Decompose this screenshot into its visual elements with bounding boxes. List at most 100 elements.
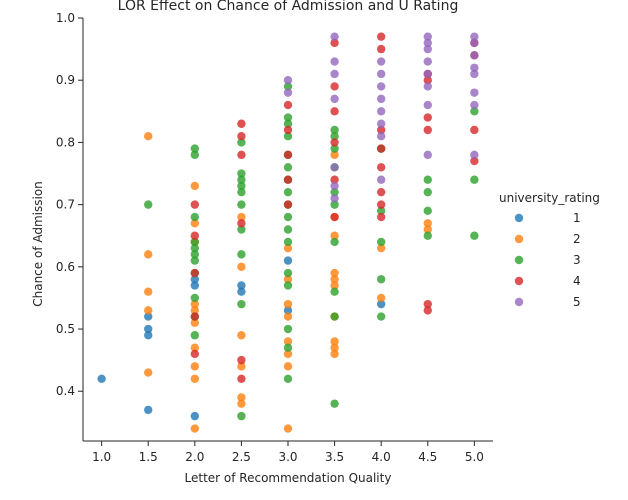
data-point: [330, 237, 339, 247]
data-point: [237, 250, 246, 259]
data-point: [330, 194, 339, 203]
data-point: [283, 175, 293, 184]
y-axis-label: Chance of Admission: [31, 181, 45, 307]
data-point: [283, 324, 293, 334]
data-point: [190, 268, 200, 278]
data-point: [330, 82, 339, 91]
data-point: [330, 94, 339, 104]
data-point: [330, 212, 339, 222]
data-point: [237, 355, 246, 365]
data-point: [330, 144, 339, 153]
data-point: [237, 169, 246, 178]
data-point: [330, 200, 339, 209]
data-point: [330, 107, 339, 116]
data-point: [283, 424, 293, 433]
data-point: [423, 225, 432, 234]
data-point: [190, 374, 200, 383]
data-point: [190, 144, 200, 153]
data-point: [423, 219, 432, 228]
data-point: [376, 94, 386, 104]
x-tick-label: 2.0: [185, 450, 204, 464]
data-point: [237, 225, 246, 234]
data-point: [330, 349, 339, 359]
data-point: [190, 250, 200, 259]
data-point: [283, 299, 293, 309]
data-point: [376, 131, 386, 141]
data-point: [190, 411, 200, 421]
data-point: [283, 187, 293, 197]
data-point: [423, 76, 432, 85]
data-point: [423, 32, 432, 41]
data-point: [190, 318, 200, 328]
data-point: [423, 187, 432, 197]
data-point: [237, 181, 246, 191]
data-point: [237, 200, 246, 209]
data-point: [283, 150, 293, 160]
data-point: [190, 150, 200, 160]
data-point: [237, 138, 246, 147]
legend-title: university_rating: [499, 191, 600, 205]
data-point: [330, 175, 339, 184]
x-tick-label: 5.0: [465, 450, 484, 464]
data-point: [283, 119, 293, 128]
data-point: [376, 107, 386, 116]
data-point: [330, 150, 339, 160]
series-5: [283, 32, 479, 203]
data-point: [283, 200, 293, 209]
legend-label: 4: [573, 274, 581, 288]
data-point: [376, 293, 386, 303]
data-point: [190, 256, 200, 265]
data-point: [376, 275, 386, 284]
data-point: [330, 163, 339, 172]
data-point: [376, 243, 386, 253]
legend-label: 2: [573, 232, 581, 246]
y-tick-label: 0.7: [56, 198, 75, 212]
data-point: [237, 219, 246, 228]
data-point: [376, 312, 386, 321]
data-point: [283, 349, 293, 359]
data-point: [330, 138, 339, 147]
data-point: [330, 187, 339, 197]
data-point: [283, 275, 293, 284]
data-point: [470, 125, 479, 135]
data-point: [283, 131, 293, 141]
data-point: [283, 312, 293, 321]
data-point: [144, 287, 153, 296]
y-tick-label: 0.6: [56, 260, 75, 274]
data-point: [470, 150, 479, 160]
data-point: [237, 287, 246, 296]
data-point: [376, 125, 386, 135]
data-point: [237, 262, 246, 272]
y-tick-label: 1.0: [56, 11, 75, 25]
data-point: [97, 374, 106, 383]
data-point: [283, 374, 293, 383]
data-point: [237, 374, 246, 383]
data-point: [423, 206, 432, 216]
data-point: [470, 51, 479, 60]
data-point: [190, 293, 200, 303]
data-point: [423, 125, 432, 135]
data-point: [144, 200, 153, 209]
data-point: [283, 362, 293, 371]
data-point: [283, 337, 293, 346]
data-point: [237, 299, 246, 309]
data-point: [330, 181, 339, 191]
data-point: [423, 150, 432, 160]
legend-label: 5: [573, 295, 581, 309]
data-point: [470, 100, 479, 110]
data-point: [330, 281, 339, 290]
data-point: [376, 206, 386, 216]
data-point: [470, 175, 479, 184]
data-point: [376, 32, 386, 41]
data-point: [283, 82, 293, 91]
data-point: [190, 349, 200, 359]
data-point: [237, 411, 246, 421]
x-axis-ticks: 1.0 1.5 2.0 2.5 3.0 3.5 4.0 4.5 5.0: [92, 441, 484, 464]
data-point: [423, 100, 432, 110]
x-tick-label: 1.5: [139, 450, 158, 464]
data-point: [283, 281, 293, 290]
data-point: [144, 405, 153, 415]
data-point: [144, 131, 153, 141]
data-point: [423, 306, 432, 315]
